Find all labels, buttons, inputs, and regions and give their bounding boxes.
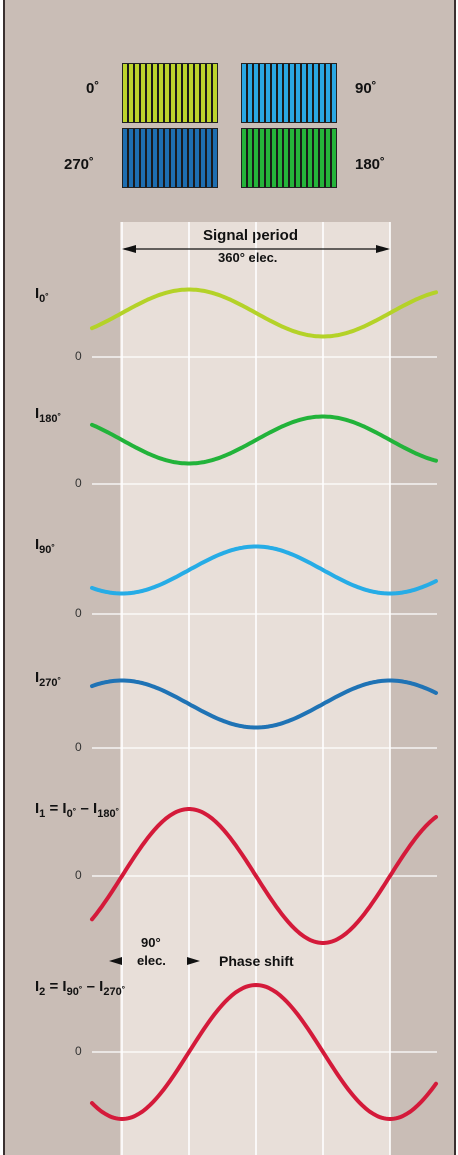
grating-180 — [241, 128, 337, 188]
signal-label-0: I0˚ — [35, 285, 49, 305]
grating-label-180: 180˚ — [355, 156, 386, 173]
grating-label-270: 270˚ — [64, 156, 95, 173]
grating-0 — [122, 63, 218, 123]
signal-curve-2 — [90, 544, 438, 596]
signal-label-90: I90˚ — [35, 536, 56, 556]
signal-curve-5 — [90, 982, 438, 1122]
grating-label-0: 0˚ — [86, 80, 100, 97]
signal-label-270: I270˚ — [35, 669, 62, 689]
zero-label-i2: 0 — [75, 1044, 82, 1058]
signal-curve-0 — [90, 287, 438, 339]
zero-label-0: 0 — [75, 349, 82, 363]
signal-curve-4 — [90, 807, 438, 945]
zero-label-i1: 0 — [75, 868, 82, 882]
period-arrowhead-left — [122, 245, 136, 253]
phase-shift-label: Phase shift — [219, 953, 294, 969]
signal-period-subtitle: 360° elec. — [218, 250, 278, 265]
period-arrowhead-right — [376, 245, 390, 253]
zero-label-90: 0 — [75, 606, 82, 620]
phase-shift-unit: elec. — [137, 953, 166, 968]
phase-shift-amount: 90° — [141, 935, 161, 950]
grating-90 — [241, 63, 337, 123]
signal-label-180: I180˚ — [35, 405, 62, 425]
grating-label-90: 90˚ — [355, 80, 377, 97]
phase-arrow-right — [187, 957, 200, 965]
grating-270 — [122, 128, 218, 188]
signal-label-i2: I2 = I90˚ – I270˚ — [35, 978, 126, 998]
phase-arrow-left — [109, 957, 122, 965]
zero-label-270: 0 — [75, 740, 82, 754]
signal-label-i1: I1 = I0˚ – I180˚ — [35, 800, 120, 820]
zero-label-180: 0 — [75, 476, 82, 490]
signal-curve-1 — [90, 414, 438, 466]
signal-period-band — [120, 222, 390, 1155]
signal-curve-3 — [90, 678, 438, 730]
signal-period-title: Signal period — [203, 227, 299, 244]
